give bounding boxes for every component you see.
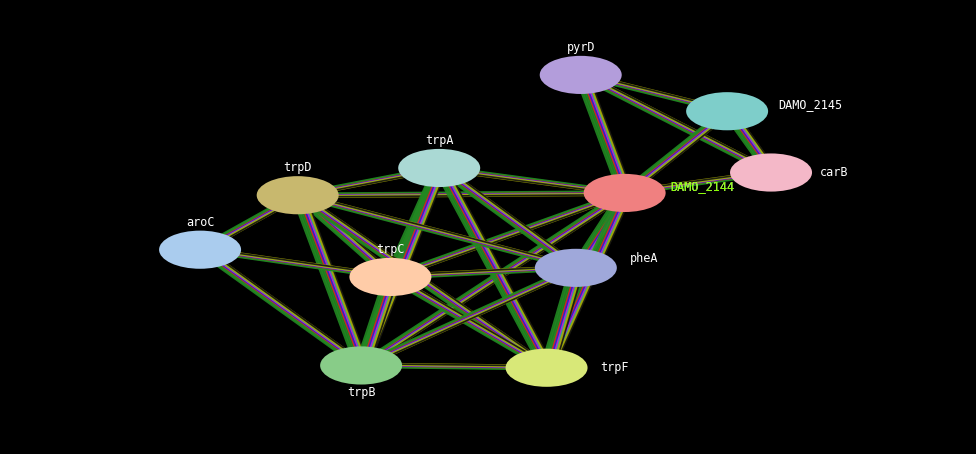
Circle shape xyxy=(535,249,617,287)
Text: carB: carB xyxy=(820,166,849,179)
Text: DAMO_2144: DAMO_2144 xyxy=(671,180,735,192)
Circle shape xyxy=(506,349,588,387)
Text: trpC: trpC xyxy=(376,243,405,256)
Text: DAMO_2145: DAMO_2145 xyxy=(778,98,842,111)
Circle shape xyxy=(584,174,666,212)
Text: aroC: aroC xyxy=(185,216,215,229)
Circle shape xyxy=(686,92,768,130)
Circle shape xyxy=(159,231,241,269)
Circle shape xyxy=(730,153,812,192)
Circle shape xyxy=(349,258,431,296)
Circle shape xyxy=(398,149,480,187)
Text: trpD: trpD xyxy=(283,162,312,174)
Text: trpB: trpB xyxy=(346,386,376,399)
Circle shape xyxy=(540,56,622,94)
Text: trpF: trpF xyxy=(600,361,630,374)
Text: DAMO_2144: DAMO_2144 xyxy=(671,180,735,192)
Text: pyrD: pyrD xyxy=(566,41,595,54)
Circle shape xyxy=(320,346,402,385)
Circle shape xyxy=(257,176,339,214)
Text: trpA: trpA xyxy=(425,134,454,147)
Text: pheA: pheA xyxy=(630,252,659,265)
